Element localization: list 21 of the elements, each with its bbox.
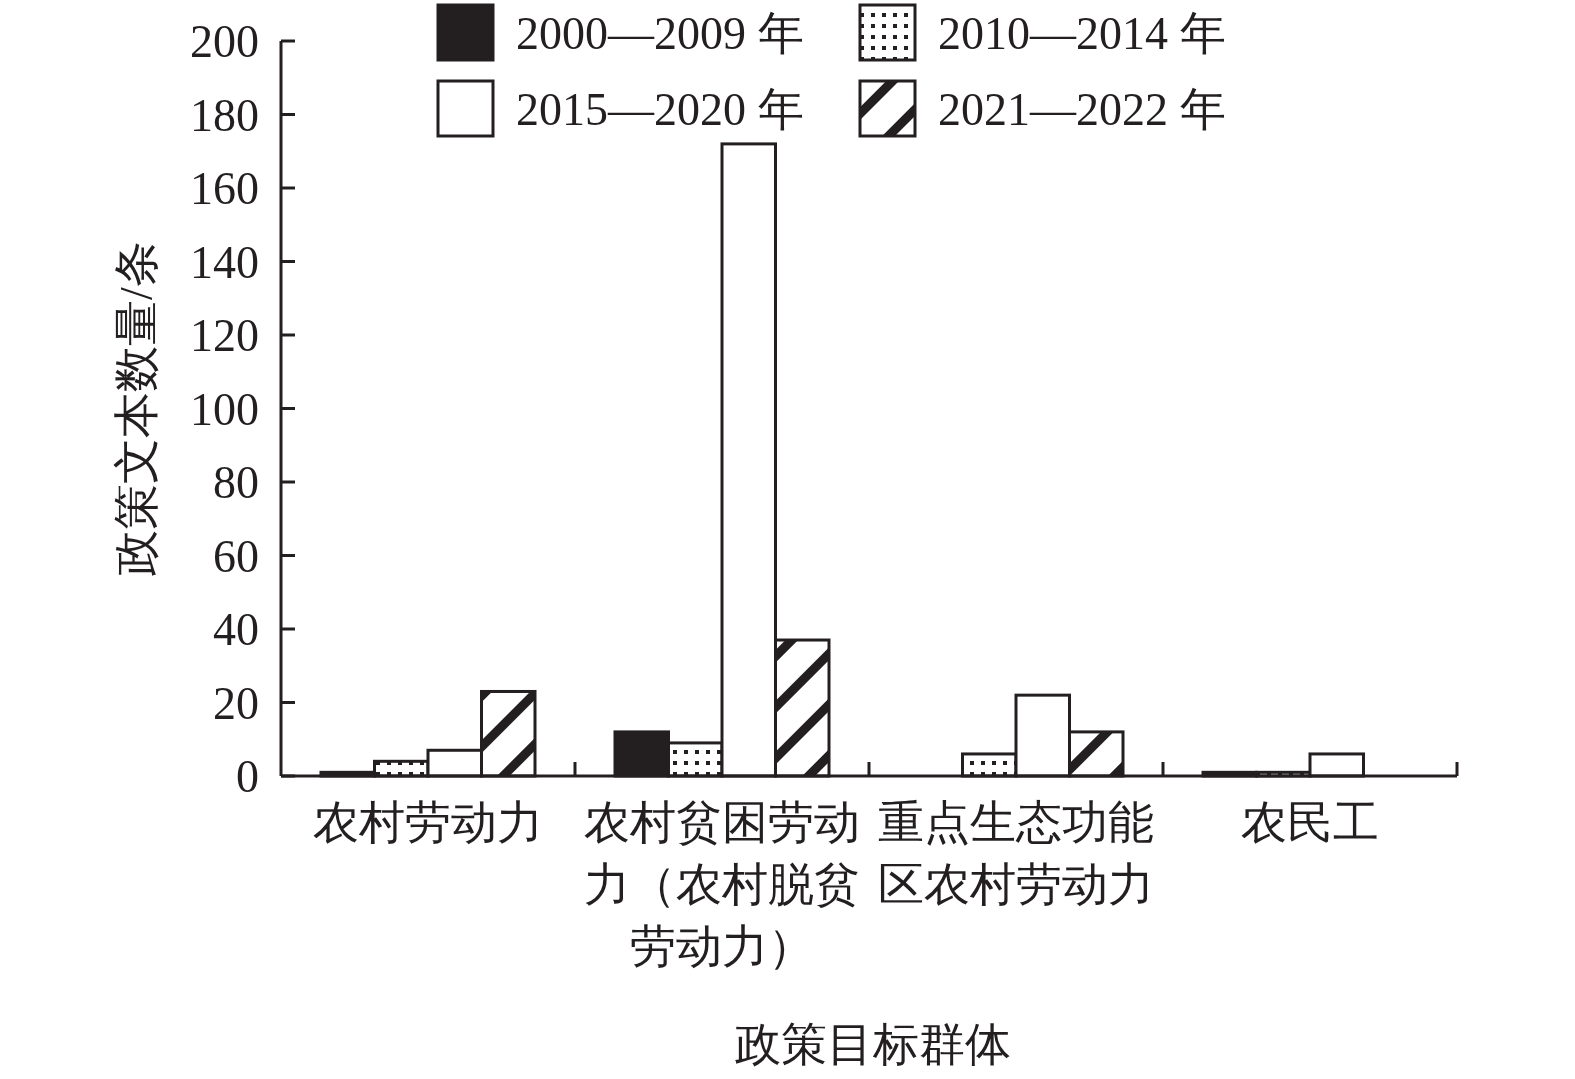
legend-label: 2015—2020 年	[516, 84, 804, 135]
legend-label: 2021—2022 年	[938, 84, 1226, 135]
y-tick-label: 0	[236, 751, 259, 802]
x-tick-label: 重点生态功能区农村劳动力	[878, 797, 1154, 910]
y-tick-label: 200	[190, 16, 259, 67]
y-tick-label: 80	[213, 457, 259, 508]
y-tick-label: 40	[213, 604, 259, 655]
y-tick-label: 140	[190, 236, 259, 288]
legend-label: 2000—2009 年	[516, 8, 804, 59]
x-tick-label: 农民工	[1241, 797, 1379, 848]
x-tick-label: 农村贫困劳动力（农村脱贫劳动力）	[584, 797, 860, 972]
y-tick-label: 100	[190, 383, 259, 435]
legend-label: 2010—2014 年	[938, 8, 1226, 59]
y-axis-title: 政策文本数量/条	[111, 241, 162, 576]
y-tick-label: 160	[190, 163, 259, 214]
y-tick-label: 120	[190, 310, 259, 361]
y-tick-label: 20	[213, 677, 259, 729]
x-tick-label: 农村劳动力	[313, 797, 543, 848]
x-axis-title: 政策目标群体	[735, 1019, 1011, 1070]
y-tick-label: 60	[213, 530, 259, 582]
y-tick-label: 180	[190, 89, 259, 141]
